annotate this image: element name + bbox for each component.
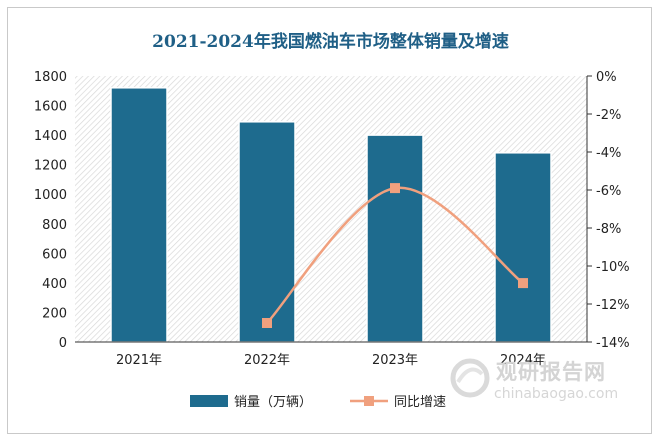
chart-title: 2021-2024年我国燃油车市场整体销量及增速: [152, 32, 509, 52]
legend-label-growth: 同比增速: [394, 395, 446, 410]
watermark-brand: 观研报告网: [496, 360, 606, 384]
growth-point-3: [518, 278, 528, 289]
right-tick-label: 0%: [596, 70, 617, 85]
legend-marker-growth: [364, 396, 374, 406]
right-tick-label: -12%: [596, 298, 630, 313]
growth-point-1: [262, 318, 272, 328]
left-tick-label: 1000: [34, 188, 67, 203]
legend-swatch-sales: [190, 395, 228, 407]
left-tick-label: 600: [42, 247, 67, 262]
category-label: 2024年: [500, 353, 546, 368]
left-tick-label: 1400: [34, 129, 67, 144]
watermark: 观研报告网 chinabaogao.com: [448, 356, 638, 416]
left-tick-label: 1200: [34, 159, 67, 174]
legend-label-sales: 销量（万辆）: [234, 395, 312, 410]
right-tick-label: -8%: [596, 222, 621, 237]
watermark-logo-icon: [450, 358, 490, 398]
bar-3: [494, 152, 552, 343]
watermark-url: chinabaogao.com: [494, 386, 619, 402]
right-tick-label: -4%: [596, 146, 621, 161]
category-label: 2022年: [244, 353, 290, 368]
left-tick-label: 800: [42, 218, 67, 233]
right-tick-label: -14%: [596, 336, 630, 351]
right-tick-label: -2%: [596, 108, 621, 123]
left-tick-label: 200: [42, 306, 67, 321]
bar-0: [110, 87, 168, 343]
left-tick-label: 400: [42, 277, 67, 292]
category-label: 2023年: [372, 353, 418, 368]
bar-1: [238, 121, 296, 343]
left-tick-label: 1800: [34, 70, 67, 85]
right-tick-label: -10%: [596, 260, 630, 275]
growth-point-2: [390, 183, 400, 194]
right-tick-label: -6%: [596, 184, 621, 199]
left-tick-label: 0: [59, 336, 67, 351]
left-tick-label: 1600: [34, 100, 67, 115]
category-label: 2021年: [116, 353, 162, 368]
bar-2: [366, 134, 424, 343]
